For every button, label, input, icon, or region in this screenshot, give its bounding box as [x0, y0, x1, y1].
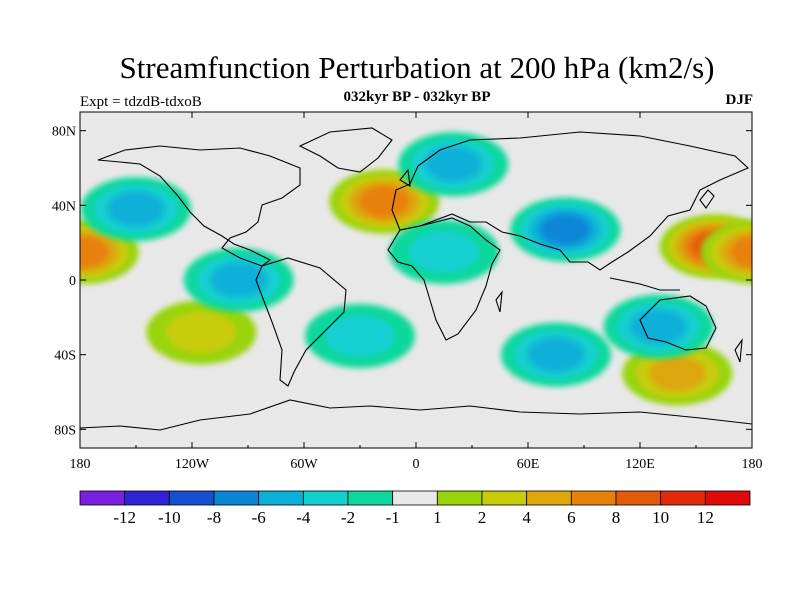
coast-uk [399, 168, 411, 188]
coast-antarctica [80, 399, 752, 431]
feature-12 [389, 220, 499, 284]
coast-south-america [255, 257, 347, 387]
colorbar-swatch [79, 490, 126, 506]
coast-new-zealand [734, 337, 743, 363]
colorbar-swatch [436, 490, 483, 506]
feature-10 [81, 177, 191, 242]
feature-6 [603, 294, 714, 359]
x-tick-label: 60E [517, 457, 540, 472]
coast-north-america [97, 145, 301, 267]
x-tick-label: 0 [413, 457, 420, 472]
colorbar-label: 8 [612, 508, 621, 527]
x-tick-label: 120E [625, 457, 655, 472]
contour-band [210, 262, 267, 298]
colorbar: -12 -10 -8 -6 -4 -2 -1 1 2 4 6 8 10 12 [79, 490, 751, 527]
colorbar-swatch [481, 490, 528, 506]
contour-band-wrap [20, 232, 66, 261]
colorbar-swatch [704, 490, 751, 506]
colorbar-swatch [347, 490, 394, 506]
feature-4 [146, 300, 257, 365]
colorbar-label: 12 [697, 508, 714, 527]
feature-5 [510, 197, 621, 262]
colorbar-label: -12 [113, 508, 136, 527]
y-tick-label: 80S [54, 423, 76, 438]
colorbar-swatch [392, 490, 438, 506]
colorbar-label: 4 [522, 508, 531, 527]
feature-8 [183, 248, 294, 312]
coast-greenland [298, 127, 393, 173]
colorbar-label: 10 [652, 508, 669, 527]
contour-band-wrap [730, 236, 752, 268]
colorbar-swatch [570, 490, 617, 506]
contour-band [359, 186, 410, 218]
contour-band [527, 337, 585, 372]
contour-band [107, 191, 165, 227]
contour-band [540, 214, 591, 246]
contour-band [325, 315, 395, 357]
y-tick-label: 40S [54, 349, 76, 364]
period-label: 032kyr BP - 032kyr BP [343, 89, 491, 105]
coast-japan [699, 189, 715, 209]
y-tick-label: 80N [52, 125, 76, 140]
contour-band [166, 311, 237, 354]
contour-band [425, 146, 482, 182]
colorbar-swatch [213, 490, 260, 506]
feature-7 [501, 322, 611, 387]
colorbar-label: -6 [252, 508, 266, 527]
x-tick-label: 60W [290, 457, 318, 472]
colorbar-swatch [660, 490, 706, 506]
x-tick-label: 180 [70, 457, 91, 472]
season-label: DJF [725, 92, 754, 108]
colorbar-swatch [258, 490, 304, 506]
contour-fields [12, 132, 752, 406]
y-tick-label: 40N [52, 199, 76, 214]
contour-band-wrap [80, 229, 90, 264]
experiment-label: Expt = tdzdB-tdxoB [80, 94, 202, 110]
colorbar-label: -4 [296, 508, 311, 527]
coast-indonesia [609, 277, 680, 291]
x-tick-label: 120W [175, 457, 210, 472]
colorbar-swatch [302, 490, 349, 506]
colorbar-label: -8 [207, 508, 221, 527]
contour-band-wrap [80, 239, 82, 254]
colorbar-swatch [168, 490, 215, 506]
feature-2 [329, 169, 440, 234]
feature-9 [398, 132, 509, 197]
contour-band [630, 309, 688, 344]
coast-africa [387, 217, 501, 341]
feature-1 [80, 220, 752, 284]
x-tick-label: 180 [742, 457, 763, 472]
coast-madagascar [495, 290, 503, 313]
contour-band [409, 231, 479, 273]
contour-band-wrap [12, 228, 74, 266]
colorbar-label: -10 [158, 508, 181, 527]
y-axis-ticks: 80N 40N 0 40S 80S [52, 125, 752, 438]
colorbar-label: -2 [341, 508, 355, 527]
chart-title: Streamfunction Perturbation at 200 hPa (… [119, 50, 715, 85]
colorbar-label: 6 [567, 508, 576, 527]
colorbar-swatch [526, 490, 572, 506]
colorbar-swatch [124, 490, 170, 506]
colorbar-label: 1 [433, 508, 442, 527]
x-axis-ticks: 180 120W 60W 0 60E 120E 180 [70, 112, 763, 472]
contour-band [649, 356, 706, 391]
contour-band [80, 236, 109, 268]
colorbar-label: 2 [478, 508, 487, 527]
coast-eurasia [391, 131, 749, 271]
coast-australia [639, 295, 717, 351]
y-tick-label: 0 [69, 274, 76, 289]
coastlines [80, 127, 752, 431]
colorbar-swatch [615, 490, 662, 506]
feature-11 [305, 304, 415, 368]
colorbar-label: -1 [386, 508, 400, 527]
